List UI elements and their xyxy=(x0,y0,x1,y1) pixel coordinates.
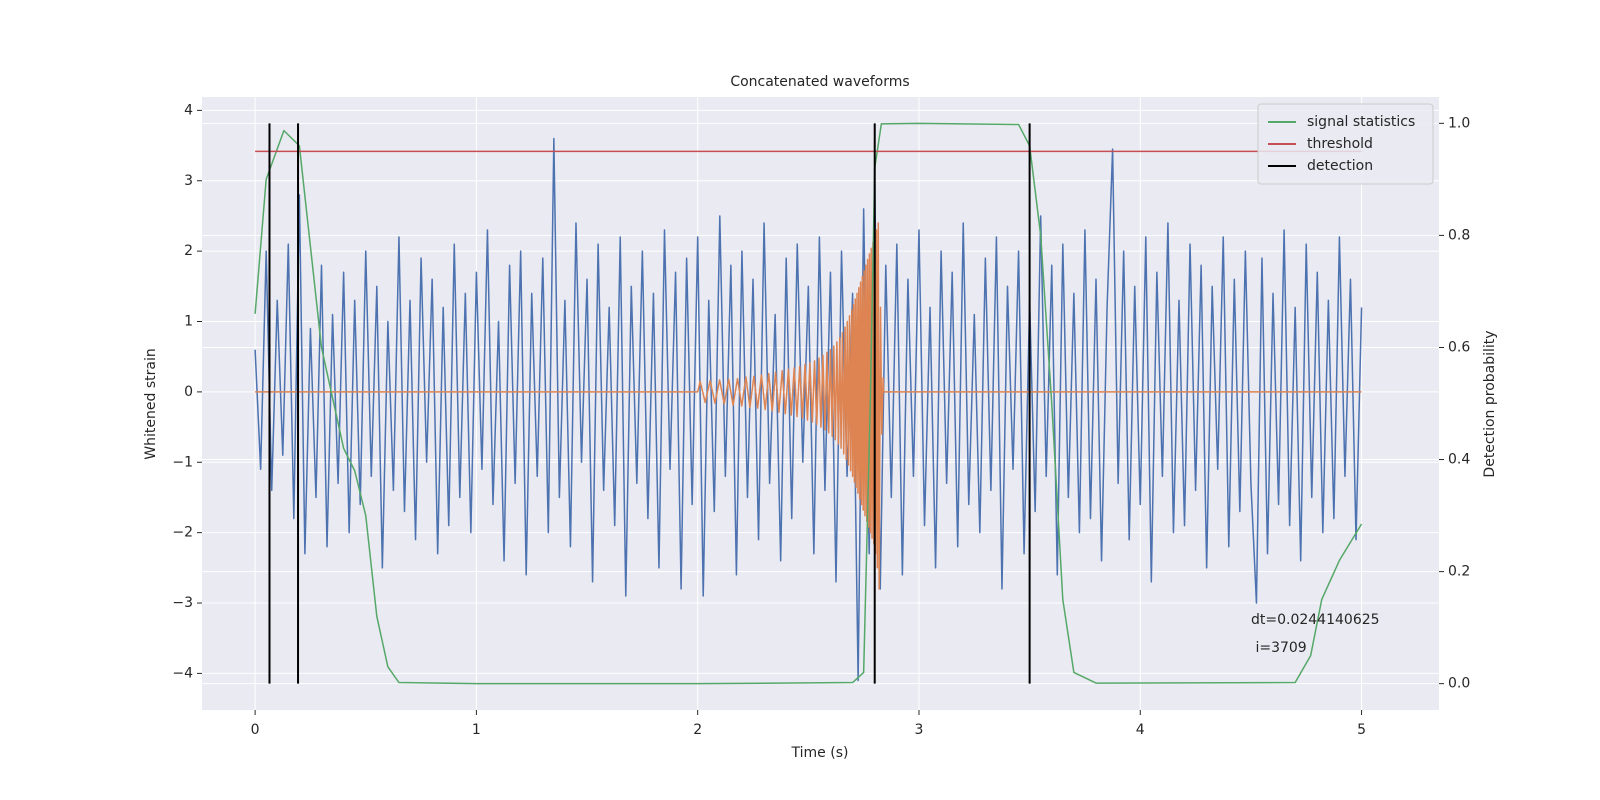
annotation-line: i=3709 xyxy=(1251,640,1307,656)
y-tick-label: −2 xyxy=(172,525,193,541)
y-tick-label: 2 xyxy=(184,243,193,259)
x-tick-label: 5 xyxy=(1357,722,1366,738)
plot-marks xyxy=(254,122,1363,685)
y2-tick-label: 0.0 xyxy=(1448,676,1470,692)
chart-title: Concatenated waveforms xyxy=(730,74,909,90)
legend: signal statistics threshold detection xyxy=(1257,103,1434,185)
x-axis-label: Time (s) xyxy=(791,745,849,761)
y2-tick-label: 1.0 xyxy=(1448,115,1470,131)
annotation: dt=0.0244140625 i=3709 xyxy=(1251,612,1380,656)
y-tick-label: −3 xyxy=(172,595,193,611)
series-line xyxy=(255,222,1362,590)
x-tick-label: 1 xyxy=(472,722,481,738)
y-tick-label: 0 xyxy=(184,384,193,400)
y2-tick-label: 0.6 xyxy=(1448,339,1470,355)
legend-label: threshold xyxy=(1307,136,1373,152)
y2-axis-label: Detection probability xyxy=(1482,330,1498,477)
y2-tick-label: 0.4 xyxy=(1448,452,1470,468)
y-tick-label: 3 xyxy=(184,173,193,189)
x-tick-label: 2 xyxy=(693,722,702,738)
x-tick-label: 0 xyxy=(251,722,260,738)
legend-label: detection xyxy=(1307,158,1373,174)
y-tick-label: 1 xyxy=(184,314,193,330)
annotation-line: dt=0.0244140625 xyxy=(1251,612,1380,628)
y-axis-label: Whitened strain xyxy=(143,348,159,459)
x-tick-label: 4 xyxy=(1136,722,1145,738)
y2-tick-label: 0.2 xyxy=(1448,564,1470,580)
series-line xyxy=(254,122,1363,685)
y-tick-label: −1 xyxy=(172,454,193,470)
axes: 0 1 2 3 4 5 −4 −3 −2 −1 0 1 2 3 4 0.0 0.2 0.4 0.6 0.8 1.0 xyxy=(172,102,1470,738)
y-tick-label: −4 xyxy=(172,665,193,681)
y2-tick-label: 0.8 xyxy=(1448,227,1470,243)
y-tick-label: 4 xyxy=(184,102,193,118)
legend-box xyxy=(1257,103,1434,185)
legend-label: signal statistics xyxy=(1307,114,1415,130)
series-line xyxy=(254,137,1363,682)
x-tick-label: 3 xyxy=(915,722,924,738)
